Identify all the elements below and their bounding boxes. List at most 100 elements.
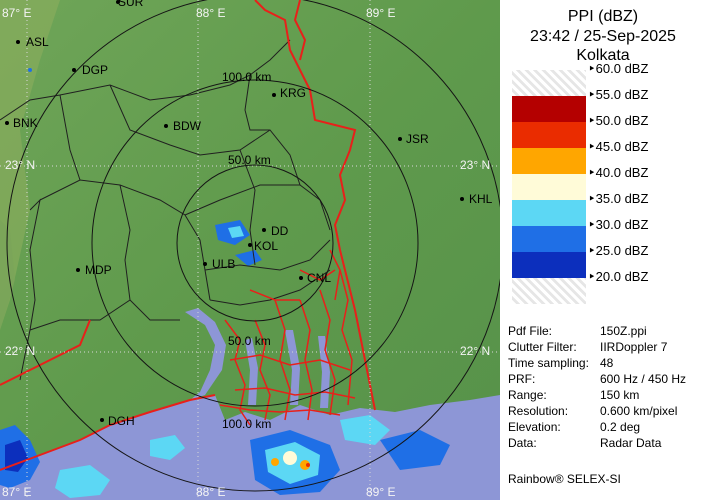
scale-label: ‣30.0 dBZ <box>588 217 649 232</box>
scale-swatch <box>512 122 586 148</box>
scale-label: ‣50.0 dBZ <box>588 113 649 128</box>
info-row: Elevation: 0.2 deg <box>508 420 704 436</box>
place-dot-cnl <box>299 276 303 280</box>
hooghly-estuary <box>185 308 226 400</box>
border-lines <box>0 0 376 471</box>
info-row: Time sampling: 48 <box>508 356 704 372</box>
scale-label: ‣60.0 dBZ <box>588 61 649 76</box>
lon-label-89-bottom: 89° E <box>366 485 395 499</box>
rain-echoes <box>0 68 450 498</box>
scale-row: ‣55.0 dBZ <box>512 87 702 122</box>
district-lines <box>0 39 331 381</box>
place-label-ulb: ULB <box>212 257 235 271</box>
scale-row: ‣45.0 dBZ <box>512 139 702 174</box>
place-dot-khl <box>460 197 464 201</box>
panel-title: PPI (dBZ) <box>567 8 639 25</box>
scale-row: ‣40.0 dBZ <box>512 165 702 200</box>
info-key: Clutter Filter: <box>508 340 577 354</box>
scale-swatch <box>512 148 586 174</box>
place-dot-asl <box>16 40 20 44</box>
graticule <box>0 0 500 500</box>
range-label-50-bottom: 50.0 km <box>228 334 271 348</box>
place-dot-mdp <box>76 268 80 272</box>
place-dot-dgp <box>72 68 76 72</box>
info-row: PRF: 600 Hz / 450 Hz <box>508 372 704 388</box>
lon-label-87-bottom: 87° E <box>2 485 31 499</box>
scale-label: ‣20.0 dBZ <box>588 269 649 284</box>
place-label-khl: KHL <box>469 192 493 206</box>
radar-map: 100.0 km 50.0 km 50.0 km 100.0 km 87° E … <box>0 0 500 500</box>
place-label-cnl: CNL <box>307 271 331 285</box>
panel-timestamp: 23:42 / 25-Sep-2025 <box>530 28 676 45</box>
info-key: Elevation: <box>508 420 561 434</box>
info-value: 600 Hz / 450 Hz <box>600 372 687 386</box>
scale-swatch <box>512 278 586 304</box>
info-value: 48 <box>600 356 614 370</box>
scale-row: ‣25.0 dBZ <box>512 243 702 278</box>
scale-row: ‣60.0 dBZ <box>512 61 702 96</box>
range-label-100-bottom: 100.0 km <box>222 417 271 431</box>
info-value: Radar Data <box>600 436 662 450</box>
panel-station: Kolkata <box>576 47 630 64</box>
lon-label-89-top: 89° E <box>366 6 395 20</box>
lat-label-22-right: 22° N <box>460 344 490 358</box>
scale-row: ‣35.0 dBZ <box>512 191 702 226</box>
place-dot-jsr <box>398 137 402 141</box>
place-label-bnk: BNK <box>13 116 38 130</box>
scale-row: ‣50.0 dBZ <box>512 113 702 148</box>
scale-swatch <box>512 174 586 200</box>
info-key: PRF: <box>508 372 536 386</box>
place-label-asl: ASL <box>26 35 49 49</box>
scale-swatch <box>512 200 586 226</box>
scale-label: ‣45.0 dBZ <box>588 139 649 154</box>
place-dot-ulb <box>203 262 207 266</box>
scale-label: ‣55.0 dBZ <box>588 87 649 102</box>
info-value: 0.2 deg <box>600 420 641 434</box>
info-row: Resolution: 0.600 km/pixel <box>508 404 704 420</box>
lon-label-88-bottom: 88° E <box>196 485 225 499</box>
range-ring-50km <box>176 164 334 322</box>
range-label-100-top: 100.0 km <box>222 70 271 84</box>
info-key: Range: <box>508 388 547 402</box>
scale-swatch <box>512 226 586 252</box>
lat-label-22-left: 22° N <box>5 344 35 358</box>
place-dot-kol <box>248 243 252 247</box>
terrain-hills <box>0 0 60 330</box>
info-key: Pdf File: <box>508 324 553 338</box>
place-dot-krg <box>272 93 276 97</box>
info-value: 150 km <box>600 388 640 402</box>
place-dot-bdw <box>164 124 168 128</box>
range-ring-150km <box>6 0 500 492</box>
info-key: Time sampling: <box>508 356 589 370</box>
place-dot-bnk <box>5 121 9 125</box>
info-row: Clutter Filter: IIRDoppler 7 <box>508 340 704 356</box>
scale-label: ‣40.0 dBZ <box>588 165 649 180</box>
place-label-jsr: JSR <box>406 132 429 146</box>
terrain-hills-dark <box>0 220 15 330</box>
place-dot-dd <box>262 228 266 232</box>
footer-credit: Rainbow® SELEX-SI <box>508 472 621 486</box>
place-dot-dgh <box>100 418 104 422</box>
range-ring-100km <box>91 79 419 407</box>
scale-swatch <box>512 96 586 122</box>
place-label-dgp: DGP <box>82 63 108 77</box>
scale-swatch <box>512 70 586 96</box>
info-row: Data: Radar Data <box>508 436 704 452</box>
place-label-dgh: DGH <box>108 414 135 428</box>
info-key: Data: <box>508 436 537 450</box>
info-row: Range: 150 km <box>508 388 704 404</box>
place-label-kol: KOL <box>254 239 278 253</box>
info-key: Resolution: <box>508 404 569 418</box>
scale-row: ‣30.0 dBZ <box>512 217 702 252</box>
info-value: 0.600 km/pixel <box>600 404 678 418</box>
range-label-50-top: 50.0 km <box>228 153 271 167</box>
place-label-mdp: MDP <box>85 263 112 277</box>
place-label-dd: DD <box>271 224 289 238</box>
scale-swatch <box>512 252 586 278</box>
lon-label-88-top: 88° E <box>196 6 225 20</box>
info-row: Pdf File: 150Z.ppi <box>508 324 704 340</box>
scale-label: ‣35.0 dBZ <box>588 191 649 206</box>
place-label-bdw: BDW <box>173 119 202 133</box>
info-value: IIRDoppler 7 <box>600 340 668 354</box>
lon-label-87-top: 87° E <box>2 6 31 20</box>
